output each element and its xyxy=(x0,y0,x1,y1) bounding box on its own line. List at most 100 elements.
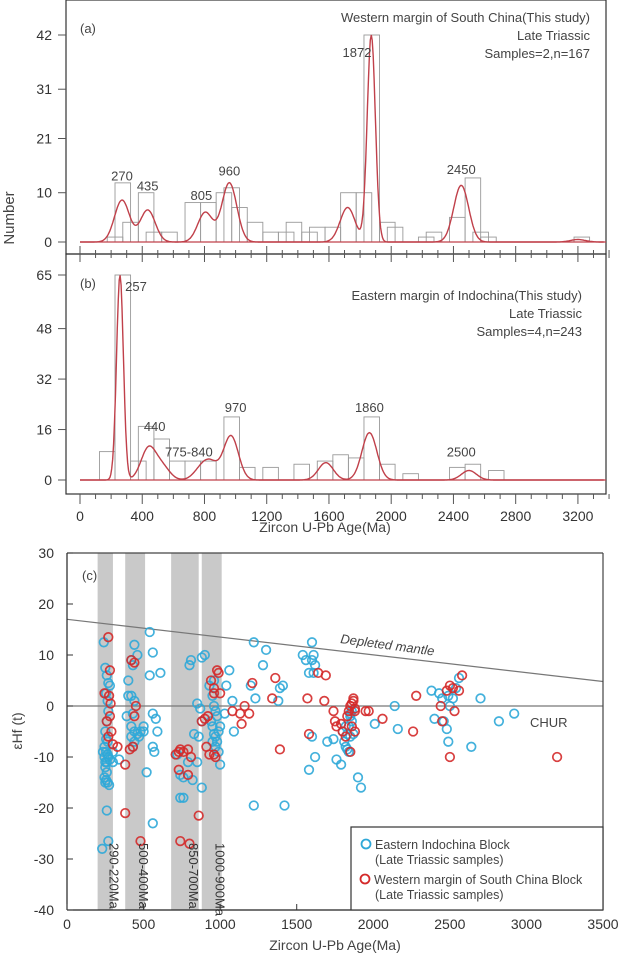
point-eastern-indochina xyxy=(297,649,308,661)
age-band xyxy=(201,553,222,910)
point-eastern-indochina xyxy=(126,721,137,732)
panel-b-frame xyxy=(65,253,607,495)
point-western-south-china xyxy=(328,705,339,717)
y-tick-label: 30 xyxy=(38,545,54,561)
point-western-south-china xyxy=(104,665,116,676)
age-band-label: 1000-900Ma xyxy=(213,843,228,917)
point-eastern-indochina xyxy=(99,751,110,763)
point-eastern-indochina xyxy=(308,667,319,679)
point-western-south-china xyxy=(120,807,131,819)
point-western-south-china xyxy=(244,708,255,719)
legend-box xyxy=(350,826,604,911)
point-eastern-indochina xyxy=(123,690,134,701)
point-eastern-indochina xyxy=(274,682,286,694)
point-eastern-indochina xyxy=(443,736,454,747)
point-western-south-china xyxy=(184,838,195,849)
point-eastern-indochina xyxy=(279,800,290,811)
y-tick-label: 65 xyxy=(36,267,52,283)
peak-label: 440 xyxy=(144,419,166,434)
y-tick-label: 42 xyxy=(36,27,52,43)
peak-label: 805 xyxy=(191,188,213,203)
histogram-bar xyxy=(161,231,178,243)
x-tick-label: 0 xyxy=(76,508,84,524)
y-tick-label: 0 xyxy=(44,234,52,250)
point-western-south-china xyxy=(129,711,140,722)
point-eastern-indochina xyxy=(475,693,486,704)
histogram-bar xyxy=(246,221,264,243)
point-western-south-china xyxy=(267,693,278,704)
point-western-south-china xyxy=(129,657,140,668)
point-western-south-china xyxy=(185,751,197,763)
point-eastern-indochina xyxy=(126,690,137,701)
point-eastern-indochina xyxy=(192,698,203,709)
point-eastern-indochina xyxy=(211,736,223,747)
ab-y-axis-title: Number xyxy=(1,191,18,244)
point-western-south-china xyxy=(135,835,146,847)
point-eastern-indochina xyxy=(466,741,477,752)
legend-marker-indochina xyxy=(360,838,372,850)
point-eastern-indochina xyxy=(100,777,111,788)
point-western-south-china xyxy=(444,751,456,763)
point-western-south-china xyxy=(103,632,114,643)
legend-entry-south-china-line-1: Western margin of South China Block xyxy=(374,873,583,887)
point-western-south-china xyxy=(239,700,250,712)
point-western-south-china xyxy=(449,705,460,717)
peak-label: 257 xyxy=(125,279,147,294)
x-tick-label: 2500 xyxy=(434,916,465,932)
point-western-south-china xyxy=(106,726,117,737)
y-tick-label: -10 xyxy=(34,749,54,765)
point-western-south-china xyxy=(411,690,422,701)
point-eastern-indochina xyxy=(257,660,269,671)
point-western-south-china xyxy=(182,769,194,781)
scatter-points xyxy=(97,626,563,854)
panel-a-bars xyxy=(80,34,606,243)
point-eastern-indochina xyxy=(221,680,232,691)
histogram-bar xyxy=(200,202,217,243)
point-eastern-indochina xyxy=(308,649,319,661)
y-tick-label: 10 xyxy=(38,647,54,663)
panel-b-x-axis-title: Zircon U-Pb Age(Ma) xyxy=(259,519,390,535)
point-eastern-indochina xyxy=(306,637,318,648)
y-tick-label: 10 xyxy=(36,185,52,201)
panel-b-peak-labels: 257 440 775-840 970 1860 2500 xyxy=(125,279,476,460)
point-eastern-indochina xyxy=(126,731,137,742)
point-western-south-china xyxy=(236,718,247,730)
point-eastern-indochina xyxy=(273,695,284,707)
panel-b-label: (b) xyxy=(80,276,96,291)
point-western-south-china xyxy=(193,810,204,821)
histogram-bar xyxy=(262,231,279,243)
point-eastern-indochina xyxy=(250,693,261,704)
point-eastern-indochina xyxy=(101,805,112,816)
y-tick-label: -20 xyxy=(34,800,54,816)
point-western-south-china xyxy=(320,670,331,681)
histogram-bar xyxy=(293,463,310,481)
panel-b-title-line-1: Eastern margin of Indochina(This study) xyxy=(352,288,583,303)
point-eastern-indochina xyxy=(101,767,112,778)
point-eastern-indochina xyxy=(178,792,189,803)
panel-a-peak-labels: 270 435 805 960 1872 2450 xyxy=(111,45,476,203)
point-eastern-indochina xyxy=(450,682,462,694)
point-eastern-indochina xyxy=(196,782,207,793)
point-eastern-indochina xyxy=(97,746,109,758)
legend-entry-indochina-line-1: Eastern Indochina Block xyxy=(375,838,511,852)
point-western-south-china xyxy=(456,670,468,681)
point-western-south-china xyxy=(360,705,371,717)
panel-a-histogram: 0 10 21 31 42 270 435 805 960 1872 2450 (a) Weste… xyxy=(36,0,607,255)
panel-a-title-line-2: Late Triassic xyxy=(517,28,590,43)
peak-label: 435 xyxy=(137,178,159,193)
point-western-south-china xyxy=(112,741,123,752)
point-western-south-china xyxy=(337,726,348,737)
y-tick-label: 20 xyxy=(38,596,54,612)
point-eastern-indochina xyxy=(213,726,224,737)
peak-label: 270 xyxy=(111,168,133,183)
point-eastern-indochina xyxy=(147,708,158,719)
y-tick-label: 31 xyxy=(36,81,52,97)
panel-a-title-line-1: Western margin of South China(This study… xyxy=(341,10,590,25)
y-tick-label: 21 xyxy=(36,131,52,147)
point-eastern-indochina xyxy=(493,716,505,727)
histogram-bar xyxy=(324,226,342,243)
panel-b-title-line-2: Late Triassic xyxy=(509,306,582,321)
panel-a-y-axis: 0 10 21 31 42 xyxy=(36,27,66,250)
histogram-bar xyxy=(316,460,334,481)
